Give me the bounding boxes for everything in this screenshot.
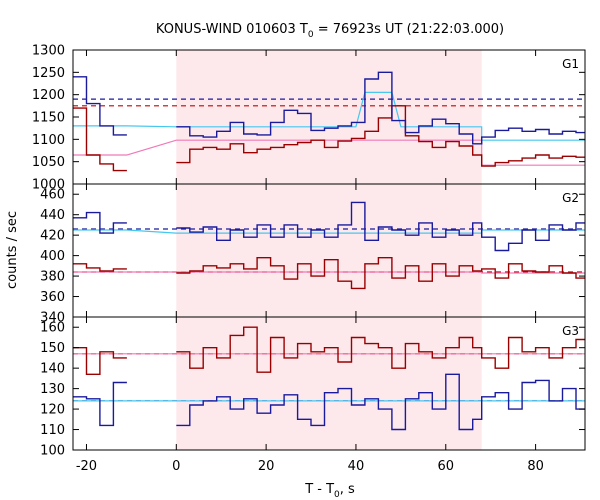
frame-layer <box>72 49 586 451</box>
panel-g3-ytick-label: 120 <box>40 403 65 418</box>
panel-g1-series-red <box>176 105 585 167</box>
panel-g3-shaded-interval <box>176 317 482 450</box>
panel-g3-series-red-pre <box>73 347 127 375</box>
panel-g2-series-blue <box>176 201 585 252</box>
panel-g3-frame <box>72 316 586 451</box>
panel-g3-series-blue-pre <box>73 381 127 427</box>
panel-g3-series-blue <box>176 373 585 431</box>
panel-g1-plot-area <box>73 71 585 172</box>
panel-g3-ytick-label: 110 <box>40 423 65 438</box>
chart-title-subscript: 0 <box>308 30 314 40</box>
panel-g2-plot-area <box>73 201 585 290</box>
panel-g2-series-red <box>176 257 585 290</box>
panel-g1-label: G1 <box>562 57 579 71</box>
panel-g3-ytick-label: 140 <box>40 362 65 377</box>
data-layer <box>73 71 585 431</box>
panel-g1-fit-curve-pink <box>73 139 585 166</box>
xtick-label: 0 <box>172 459 180 474</box>
panel-g1-ytick-label: 1150 <box>32 111 65 126</box>
panel-g1-ytick-label: 1200 <box>32 88 65 103</box>
text-layer: KONUS-WIND 010603 T0 = 76923s UT (21:22:… <box>5 22 579 500</box>
panel-g1-ytick-label: 1100 <box>32 133 65 148</box>
panel-g2-label: G2 <box>562 191 579 205</box>
xtick-label: 60 <box>437 459 454 474</box>
panel-g2-ytick-label: 440 <box>40 208 65 223</box>
panel-g2-ytick-label: 420 <box>40 229 65 244</box>
panel-g2-series-blue-pre <box>73 211 127 234</box>
x-axis-label-subscript: 0 <box>334 490 340 500</box>
panel-g1-shaded-interval <box>176 50 482 184</box>
panel-g2-fit-curve-pink <box>73 271 585 274</box>
panel-g3-ytick-label: 150 <box>40 341 65 356</box>
chart-title: KONUS-WIND 010603 T0 = 76923s UT (21:22:… <box>156 22 504 40</box>
panel-g1-ytick-label: 1000 <box>32 178 65 193</box>
y-axis-label: counts / sec <box>5 211 20 289</box>
panel-g2-ytick-label: 380 <box>40 270 65 285</box>
panel-g3-plot-area <box>73 326 585 431</box>
panel-g1-ytick-label: 1300 <box>32 44 65 59</box>
panel-g3-ytick-label: 130 <box>40 382 65 397</box>
panel-g2-fit-curve-cyan <box>73 229 585 234</box>
chart-title-rest: = 76923s UT (21:22:03.000) <box>314 22 504 37</box>
xtick-label: 80 <box>527 459 544 474</box>
xtick-label: -20 <box>76 459 97 474</box>
x-axis-label: T - T0, s <box>304 482 355 500</box>
panel-g2-series-red-pre <box>73 263 127 272</box>
x-axis-label-rest: , s <box>340 482 355 497</box>
panel-g2-ytick-label: 400 <box>40 249 65 264</box>
panel-g1-series-blue-pre <box>73 76 127 136</box>
panel-g3-ytick-label: 160 <box>40 321 65 336</box>
panel-g3-label: G3 <box>562 324 579 338</box>
panel-g1-ytick-label: 1050 <box>32 155 65 170</box>
panel-g1-series-blue <box>176 71 585 145</box>
panel-g2-ytick-label: 460 <box>40 188 65 203</box>
panel-g3-series-red <box>176 326 585 373</box>
xtick-label: 40 <box>348 459 365 474</box>
panel-g2-shaded-interval <box>176 184 482 317</box>
xtick-label: 20 <box>258 459 275 474</box>
panel-g2-ytick-label: 360 <box>40 290 65 305</box>
panel-g1-series-red-pre <box>73 107 127 172</box>
panel-g1-fit-curve-cyan <box>73 91 585 141</box>
panel-g1-ytick-label: 1250 <box>32 66 65 81</box>
panel-g2-ytick-label: 340 <box>40 311 65 326</box>
panel-g3-ytick-label: 100 <box>40 444 65 459</box>
shaded-interval-layer <box>176 50 482 450</box>
